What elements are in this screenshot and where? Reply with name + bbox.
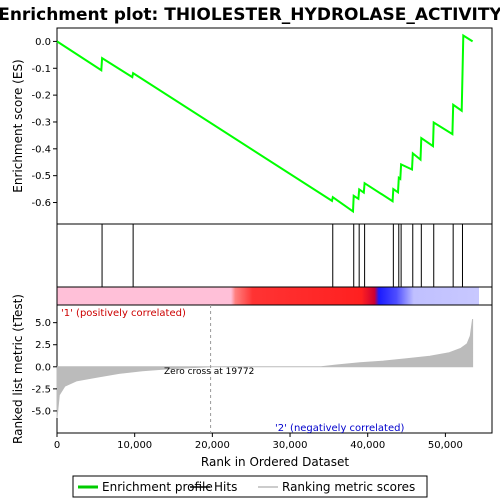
x-tick-label: 20,000 xyxy=(195,440,230,451)
es-panel xyxy=(56,27,493,225)
metric-axis: 5.0 2.5 0.0 -2.5 -5.0 xyxy=(31,318,57,417)
es-axis-label: Enrichment score (ES) xyxy=(11,59,25,192)
es-tick-label: -0.2 xyxy=(31,91,51,102)
es-tick-label: 0.0 xyxy=(35,37,51,48)
legend-label: Enrichment profile xyxy=(102,480,213,494)
metric-tick-label: 0.0 xyxy=(35,362,51,373)
metric-tick-label: -5.0 xyxy=(31,406,51,417)
metric-tick-label: 5.0 xyxy=(35,318,51,329)
x-tick-label: 30,000 xyxy=(273,440,308,451)
es-tick-label: -0.1 xyxy=(31,64,51,75)
x-tick-label: 40,000 xyxy=(350,440,385,451)
hits-panel xyxy=(56,223,493,288)
enrichment-profile-line xyxy=(56,33,474,214)
es-tick-label: -0.4 xyxy=(31,144,51,155)
es-tick-label: -0.3 xyxy=(31,117,51,128)
x-tick-label: 0 xyxy=(54,440,60,451)
legend-label: Hits xyxy=(214,480,237,494)
ranking-metric-area xyxy=(56,319,474,419)
es-axis: 0.0 -0.1 -0.2 -0.3 -0.4 -0.5 -0.6 xyxy=(31,37,57,209)
x-tick-label: 10,000 xyxy=(117,440,152,451)
x-axis: 0 10,000 20,000 30,000 40,000 50,000 xyxy=(54,433,463,451)
chart-title: Enrichment plot: THIOLESTER_HYDROLASE_AC… xyxy=(0,5,500,25)
metric-tick-label: 2.5 xyxy=(35,340,51,351)
legend-label: Ranking metric scores xyxy=(282,480,415,494)
x-axis-label: Rank in Ordered Dataset xyxy=(201,455,349,469)
es-tick-label: -0.5 xyxy=(31,171,51,182)
es-tick-label: -0.6 xyxy=(31,198,51,209)
ranking-color-band xyxy=(56,286,493,306)
negative-correlation-label: '2' (negatively correlated) xyxy=(275,423,404,434)
legend-box xyxy=(72,475,428,498)
positive-correlation-label: '1' (positively correlated) xyxy=(61,308,186,319)
hits-group xyxy=(101,224,463,287)
metric-tick-label: -2.5 xyxy=(31,384,51,395)
legend: Enrichment profile Hits Ranking metric sco… xyxy=(78,480,415,494)
x-tick-label: 50,000 xyxy=(428,440,463,451)
metric-axis-label: Ranked list metric (tTest) xyxy=(11,294,25,444)
zero-cross-label: Zero cross at 19772 xyxy=(164,367,254,377)
